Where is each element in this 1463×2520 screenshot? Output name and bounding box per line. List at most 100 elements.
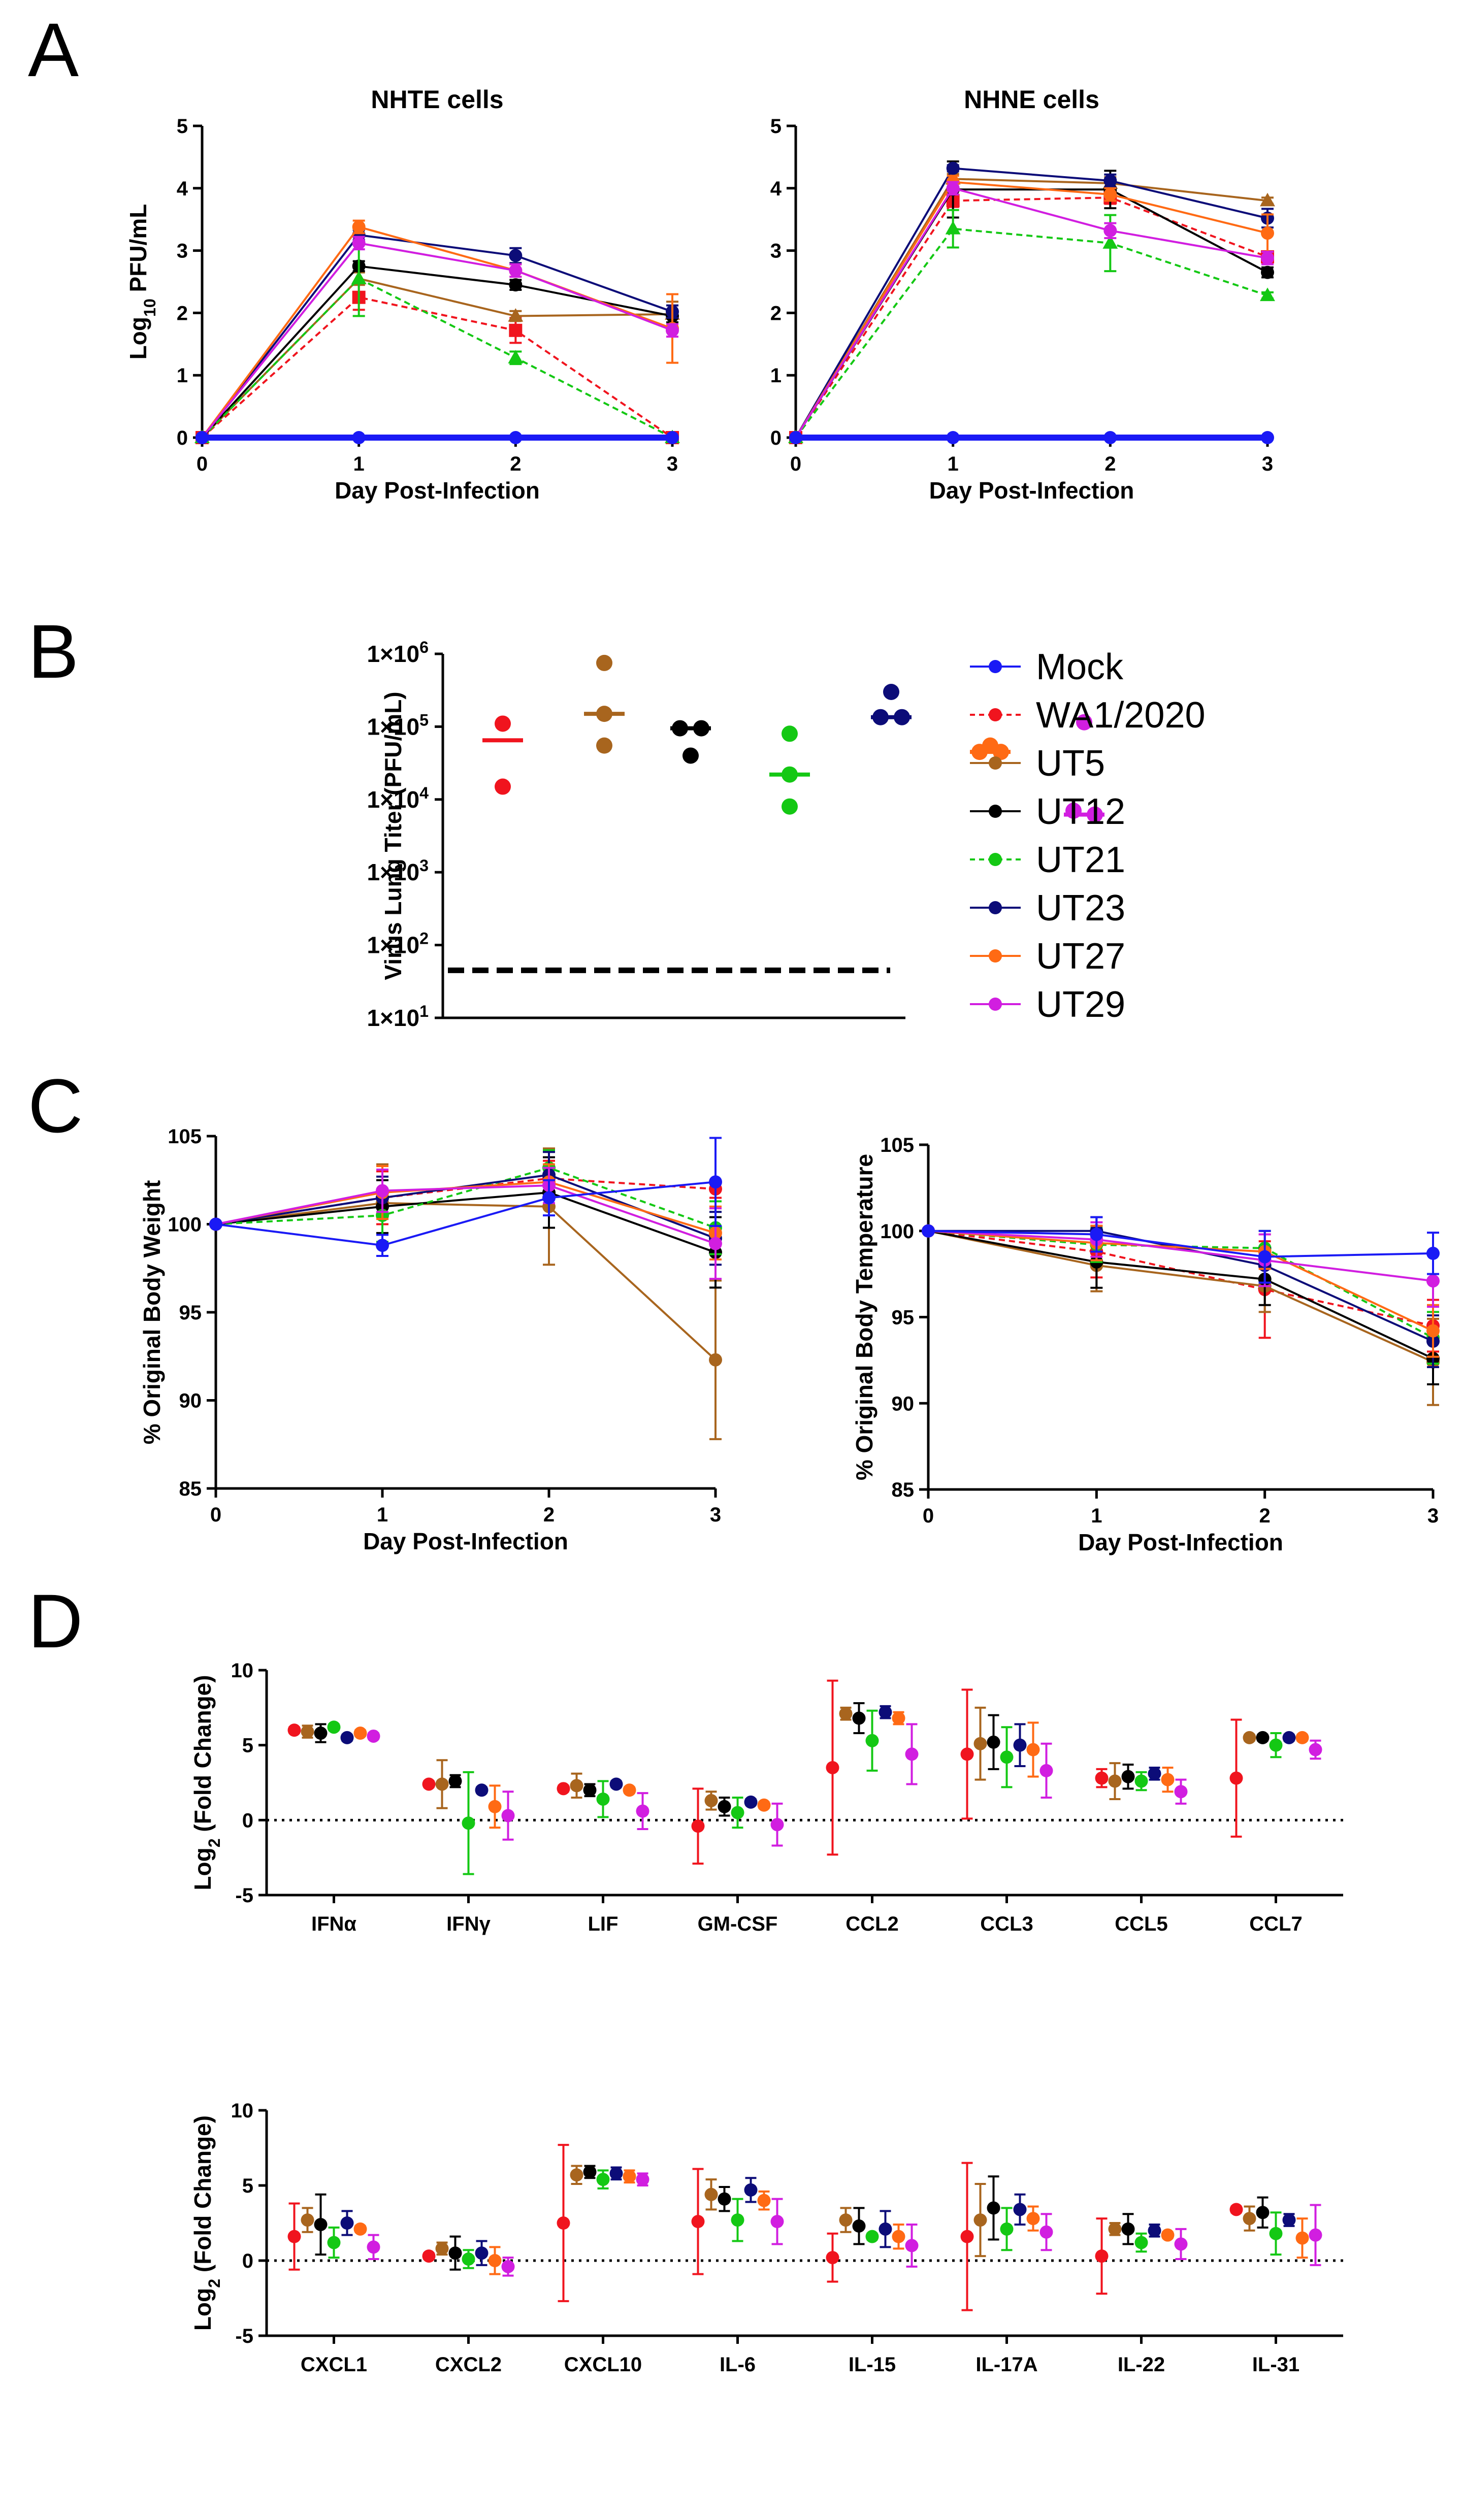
x-tick-label: CCL5: [1115, 1913, 1167, 1935]
data-point: [892, 2230, 905, 2243]
data-point: [826, 1761, 839, 1774]
y-tick-label: 5: [770, 115, 782, 138]
data-point: [301, 1725, 314, 1739]
data-point: [1161, 1773, 1175, 1786]
series-line: [215, 1167, 716, 1229]
x-tick-label: IL-6: [720, 2353, 756, 2376]
legend-label: WA1/2020: [1036, 695, 1206, 736]
y-axis-title: Log2 (Fold Change): [189, 2115, 223, 2331]
data-point: [287, 2230, 301, 2243]
y-tick-label: -5: [235, 2325, 253, 2347]
data-point: [509, 263, 523, 277]
category-lif: LIF: [557, 1772, 649, 1935]
data-point: [1013, 2203, 1027, 2216]
data-point: [509, 278, 523, 292]
data-point: [583, 2165, 597, 2179]
legend-marker: [989, 901, 1002, 914]
x-axis-title: Day Post-Infection: [1078, 1529, 1283, 1555]
series-ut5: [788, 171, 1275, 444]
data-point: [1174, 1785, 1188, 1799]
series-line: [215, 1184, 716, 1245]
legend-item-ut5: UT5: [970, 743, 1105, 784]
chart-a1: NHTE cells 0 1 2 3 4 5 0 1 2 3 Day Post-Infection Lo…: [125, 85, 680, 504]
chart-c1: 85 90 95 100 105 0 1 2 3 Day Post-Infection % Orig…: [139, 1125, 722, 1554]
data-point: [475, 1783, 489, 1797]
data-point: [1295, 2231, 1309, 2245]
data-point: [314, 1727, 328, 1740]
series-line: [928, 1230, 1434, 1282]
legend-label: UT21: [1036, 840, 1125, 880]
data-point: [435, 1777, 449, 1791]
series-line: [795, 227, 1268, 439]
data-point: [1258, 1250, 1272, 1264]
series-line: [201, 277, 673, 439]
data-point: [1243, 2212, 1256, 2226]
legend-item-ut12: UT12: [970, 791, 1125, 832]
panel-label-c: C: [28, 1063, 83, 1148]
data-point: [666, 323, 679, 337]
group-ut23: [871, 683, 912, 725]
data-point: [770, 2215, 784, 2229]
data-point: [839, 1707, 853, 1720]
y-tick-label: 0: [242, 2250, 253, 2272]
data-point: [1026, 1743, 1040, 1756]
x-tick-label: GM-CSF: [698, 1913, 778, 1935]
data-point: [1108, 1774, 1122, 1788]
data-point: [691, 1819, 705, 1833]
y-tick-label: 1: [177, 364, 188, 387]
data-point: [879, 2222, 892, 2236]
legend-marker: [989, 853, 1002, 866]
data-point: [1087, 806, 1103, 823]
x-tick-label: 0: [197, 453, 208, 475]
data-point: [301, 2213, 314, 2227]
data-point: [596, 2173, 610, 2186]
y-tick-label: 1: [770, 364, 782, 387]
data-point: [1260, 192, 1275, 207]
data-point: [731, 1806, 744, 1819]
data-point: [557, 2216, 570, 2230]
x-tick-label: IL-22: [1118, 2353, 1165, 2376]
data-point: [570, 2168, 583, 2182]
data-point: [960, 1747, 974, 1761]
y-tick-label: -5: [235, 1884, 253, 1907]
x-tick-label: 3: [710, 1504, 721, 1526]
y-axis-title: % Original Body Temperature: [851, 1154, 877, 1480]
series-ut29: [196, 236, 679, 444]
y-tick-label: 5: [242, 2175, 253, 2197]
chart-b: 1×101 1×102 1×103 1×104 1×105 1×106 Virus Lung…: [367, 638, 1205, 1031]
data-point: [636, 2173, 649, 2186]
data-point: [495, 778, 511, 795]
data-point: [1134, 1774, 1148, 1788]
data-point: [973, 1737, 987, 1750]
series-ut23: [209, 1151, 722, 1266]
x-tick-label: IFNγ: [446, 1913, 491, 1935]
data-point: [422, 2249, 436, 2263]
data-point: [1039, 1764, 1053, 1777]
data-point: [693, 720, 709, 737]
y-tick-label: 1×106: [367, 638, 429, 667]
series-line: [795, 167, 1268, 439]
category-cxcl10: CXCL10: [557, 2144, 649, 2376]
category-ccl2: CCL2: [826, 1679, 919, 1935]
group-ut5: [584, 654, 625, 754]
x-tick-label: IFNα: [311, 1913, 356, 1935]
data-point: [993, 744, 1009, 760]
data-point: [672, 720, 688, 737]
data-point: [883, 683, 899, 700]
data-point: [1013, 1738, 1027, 1752]
y-tick-label: 0: [242, 1809, 253, 1832]
data-point: [718, 1800, 731, 1813]
y-tick-label: 1×104: [367, 784, 429, 813]
data-point: [435, 2242, 449, 2256]
y-tick-label: 100: [168, 1214, 202, 1236]
x-tick-label: CXCL1: [301, 2353, 367, 2376]
data-point: [1256, 1731, 1270, 1744]
series-line: [201, 234, 673, 439]
y-tick-label: 105: [880, 1134, 914, 1156]
data-point: [852, 2219, 866, 2233]
series-ut23: [196, 228, 679, 444]
data-point: [557, 1782, 570, 1796]
y-tick-label: 95: [892, 1307, 915, 1329]
data-point: [1148, 2224, 1161, 2237]
data-point: [973, 2213, 987, 2227]
